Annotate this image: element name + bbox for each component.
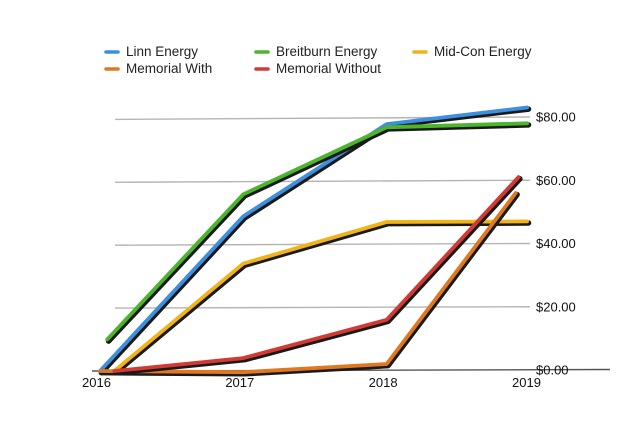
series-breitburn-energy bbox=[105, 121, 532, 344]
series-lines bbox=[98, 105, 532, 377]
series-memorial-with bbox=[98, 191, 520, 377]
series-mid-con-energy bbox=[112, 219, 532, 376]
legend-label: Mid-Con Energy bbox=[434, 44, 532, 59]
legend-label: Memorial With bbox=[126, 61, 212, 76]
series-memorial-without bbox=[112, 175, 523, 376]
legend-label: Linn Energy bbox=[126, 44, 198, 59]
gridline-1 bbox=[114, 306, 531, 309]
y-tick-label: $80.00 bbox=[536, 110, 576, 125]
x-tick-label: 2018 bbox=[369, 375, 398, 390]
legend-item: Memorial With bbox=[104, 61, 212, 76]
gridlines bbox=[114, 116, 531, 309]
legend-item: Mid-Con Energy bbox=[412, 44, 532, 59]
gridline-3 bbox=[114, 179, 531, 184]
legend-label: Breitburn Energy bbox=[276, 44, 378, 59]
y-tick-label: $0.00 bbox=[536, 363, 569, 378]
legend-item: Linn Energy bbox=[104, 44, 198, 59]
y-axis-tick-labels: $0.00 $20.00 $40.00 $60.00 $80.00 bbox=[536, 110, 576, 378]
y-tick-label: $60.00 bbox=[536, 173, 576, 188]
legend-label: Memorial Without bbox=[276, 61, 381, 76]
y-tick-label: $20.00 bbox=[536, 299, 576, 314]
x-tick-label: 2017 bbox=[225, 375, 254, 390]
x-axis-tick-labels: 2016 2017 2018 2019 bbox=[82, 375, 541, 390]
series-linn-energy bbox=[98, 105, 532, 376]
legend-item: Memorial Without bbox=[254, 61, 381, 76]
legend-item: Breitburn Energy bbox=[254, 44, 378, 59]
x-tick-label: 2016 bbox=[82, 375, 111, 390]
x-tick-label: 2019 bbox=[512, 375, 541, 390]
y-tick-label: $40.00 bbox=[536, 236, 576, 251]
legend: Linn Energy Breitburn Energy Mid-Con Energ… bbox=[104, 44, 532, 76]
